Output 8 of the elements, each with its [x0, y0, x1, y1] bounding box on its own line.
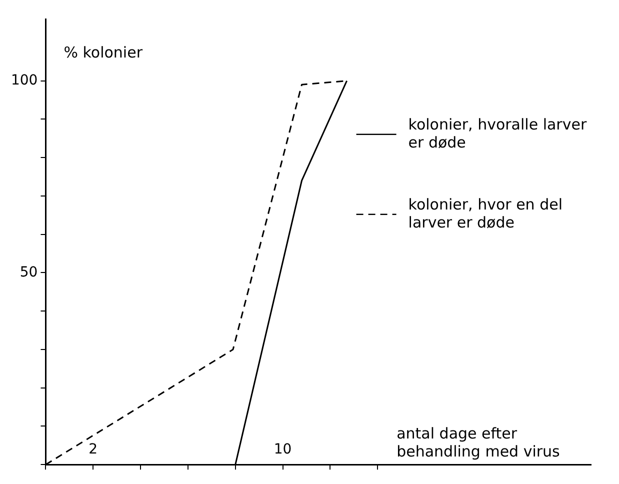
legend-label: kolonier, hvoralle larver er døde — [408, 115, 588, 152]
y-axis-title: % kolonier — [64, 43, 144, 62]
y-tick-label: 50 — [20, 264, 38, 280]
legend-label: kolonier, hvor en del larver er døde — [408, 195, 562, 232]
y-tick-label: 100 — [10, 72, 38, 88]
x-tick-label: 10 — [274, 442, 292, 458]
x-axis-title: antal dage efter behandling med virus — [396, 424, 560, 461]
x-tick-label: 2 — [88, 442, 98, 458]
